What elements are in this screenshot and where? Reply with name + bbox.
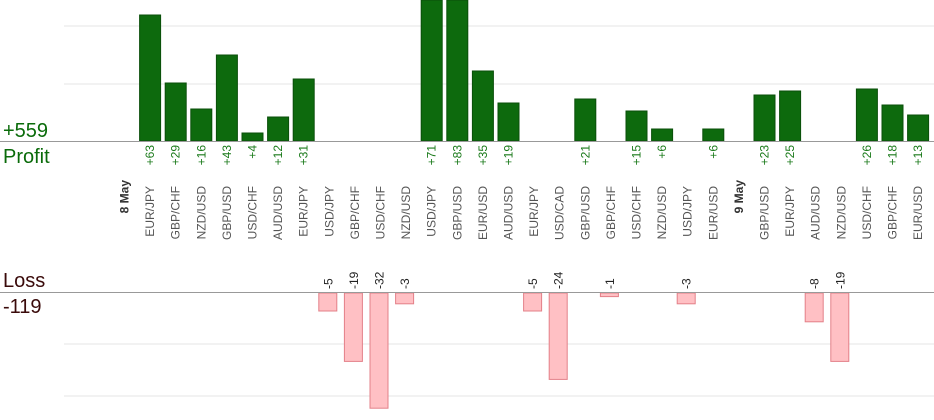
category-label: EUR/USD <box>911 186 925 240</box>
category-label: NZD/USD <box>834 186 848 240</box>
profit-value-label: +29 <box>169 145 183 166</box>
category-label: AUD/USD <box>809 186 823 240</box>
category-label: USD/CHF <box>860 186 874 239</box>
category-label: USD/CHF <box>630 186 644 239</box>
loss-bar <box>830 292 850 362</box>
category-label: GBP/USD <box>220 186 234 240</box>
category-label: NZD/USD <box>655 186 669 240</box>
profit-value-label: +6 <box>706 145 720 159</box>
loss-bar <box>343 292 363 362</box>
category-label: USD/CHF <box>246 186 260 239</box>
loss-value-label: -8 <box>808 278 822 289</box>
profit-value-label: +15 <box>630 145 644 166</box>
category-label: EUR/USD <box>706 186 720 240</box>
profit-bar <box>139 14 162 142</box>
profit-bar <box>267 116 290 142</box>
loss-value-label: -5 <box>321 278 335 289</box>
profit-value-label: +83 <box>450 145 464 166</box>
loss-value-label: -19 <box>833 271 847 289</box>
profit-bar <box>471 70 494 142</box>
category-label: GBP/CHF <box>348 186 362 239</box>
category-label: USD/JPY <box>681 186 695 237</box>
loss-value-label: -19 <box>347 271 361 289</box>
loss-bar <box>599 292 619 298</box>
category-label: EUR/JPY <box>143 186 157 237</box>
loss-bar <box>395 292 415 305</box>
category-label: USD/JPY <box>322 186 336 237</box>
profit-bar <box>164 82 187 142</box>
loss-value-label: -5 <box>526 278 540 289</box>
profit-bar <box>190 108 213 142</box>
loss-value-label: -1 <box>603 278 617 289</box>
profit-value-label: +71 <box>425 145 439 166</box>
profit-value-label: +6 <box>655 145 669 159</box>
profit-value-label: +23 <box>758 145 772 166</box>
category-label: EUR/JPY <box>297 186 311 237</box>
date-label: 8 May <box>118 180 132 214</box>
loss-bar <box>548 292 568 380</box>
category-label: EUR/JPY <box>527 186 541 237</box>
profit-bar <box>215 54 238 142</box>
loss-bar <box>369 292 389 409</box>
category-label: AUD/USD <box>502 186 516 240</box>
category-label: USD/CAD <box>553 186 567 240</box>
profit-bar <box>625 110 648 142</box>
category-label: NZD/USD <box>194 186 208 240</box>
category-label: GBP/CHF <box>604 186 618 239</box>
category-label: GBP/USD <box>758 186 772 240</box>
category-label: NZD/USD <box>399 186 413 240</box>
loss-bar <box>523 292 543 312</box>
profit-bar <box>702 128 725 142</box>
category-label: EUR/JPY <box>783 186 797 237</box>
category-label: GBP/CHF <box>169 186 183 239</box>
profit-bar <box>753 94 776 142</box>
category-label: AUD/USD <box>271 186 285 240</box>
loss-value-label: -32 <box>373 271 387 289</box>
profit-value-label: +16 <box>194 145 208 166</box>
category-label: GBP/USD <box>450 186 464 240</box>
profit-value-label: +18 <box>886 145 900 166</box>
profit-bar <box>779 90 802 142</box>
profit-value-label: +19 <box>502 145 516 166</box>
date-label: 9 May <box>732 180 746 214</box>
loss-label: Loss <box>3 270 46 292</box>
profit-bar <box>420 0 443 142</box>
loss-value-label: -24 <box>552 271 566 289</box>
profit-total-label: +559 <box>3 120 49 142</box>
profit-value-label: +25 <box>783 145 797 166</box>
loss-bar <box>318 292 338 312</box>
category-label: USD/CHF <box>374 186 388 239</box>
loss-bar <box>804 292 824 323</box>
profit-bar <box>497 102 520 142</box>
profit-label: Profit <box>3 146 50 168</box>
profit-bar <box>855 88 878 142</box>
profit-value-label: +26 <box>860 145 874 166</box>
category-label: EUR/USD <box>476 186 490 240</box>
loss-value-label: -3 <box>398 278 412 289</box>
profit-bar <box>651 128 674 142</box>
loss-total-label: -119 <box>3 296 42 318</box>
profit-value-label: +31 <box>297 145 311 166</box>
profit-value-label: +13 <box>911 145 925 166</box>
profit-value-label: +35 <box>476 145 490 166</box>
profit-value-label: +63 <box>143 145 157 166</box>
profit-bar <box>881 104 904 142</box>
profit-bar <box>292 78 315 142</box>
profit-bar <box>574 98 597 142</box>
category-label: GBP/USD <box>578 186 592 240</box>
loss-value-label: -3 <box>680 278 694 289</box>
category-label: USD/JPY <box>425 186 439 237</box>
category-label: GBP/CHF <box>886 186 900 239</box>
profit-value-label: +4 <box>246 145 260 159</box>
profit-bar <box>241 132 264 142</box>
profit-bar <box>446 0 469 142</box>
profit-bar <box>907 114 930 142</box>
loss-bar <box>676 292 696 305</box>
profit-value-label: +43 <box>220 145 234 166</box>
profit-value-label: +21 <box>578 145 592 166</box>
profit-value-label: +12 <box>271 145 285 166</box>
